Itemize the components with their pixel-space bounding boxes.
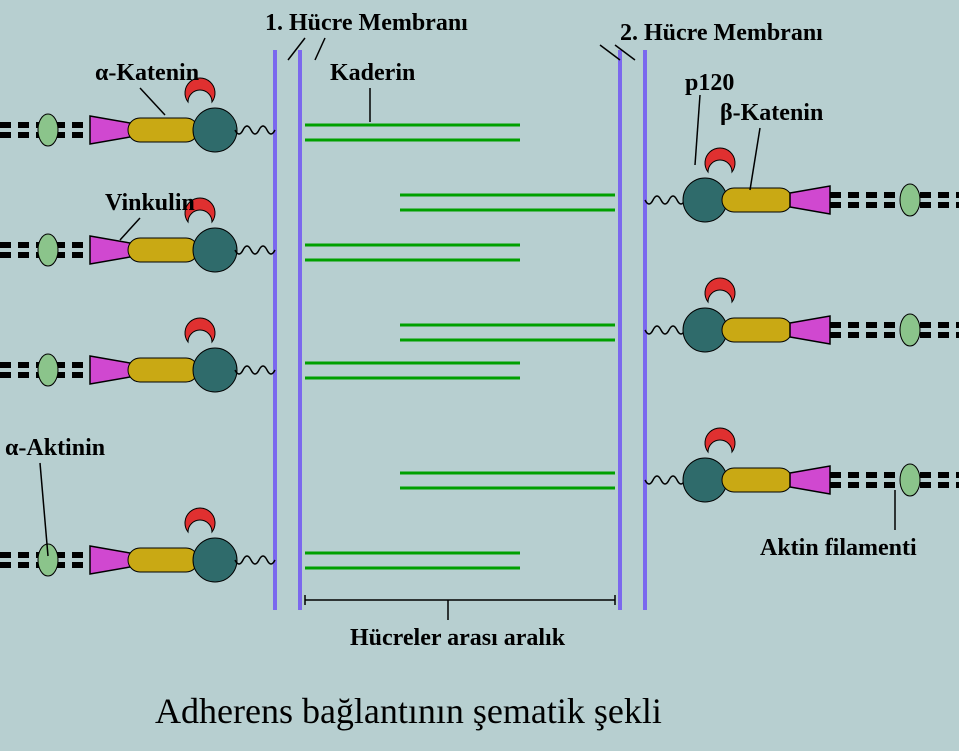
label-actin-filament: Aktin filamenti bbox=[760, 535, 917, 562]
label-vinculin: Vinkulin bbox=[105, 190, 195, 217]
label-beta-catenin: β-Katenin bbox=[720, 100, 823, 127]
label-membrane-1: 1. Hücre Membranı bbox=[265, 10, 468, 37]
label-intercellular-gap: Hücreler arası aralık bbox=[350, 625, 565, 652]
label-alpha-catenin: α-Katenin bbox=[95, 60, 199, 87]
label-p120: p120 bbox=[685, 70, 734, 97]
label-cadherin: Kaderin bbox=[330, 60, 415, 87]
label-membrane-2: 2. Hücre Membranı bbox=[620, 20, 823, 47]
diagram-caption: Adherens bağlantının şematik şekli bbox=[155, 690, 662, 732]
label-alpha-actinin: α-Aktinin bbox=[5, 435, 105, 462]
